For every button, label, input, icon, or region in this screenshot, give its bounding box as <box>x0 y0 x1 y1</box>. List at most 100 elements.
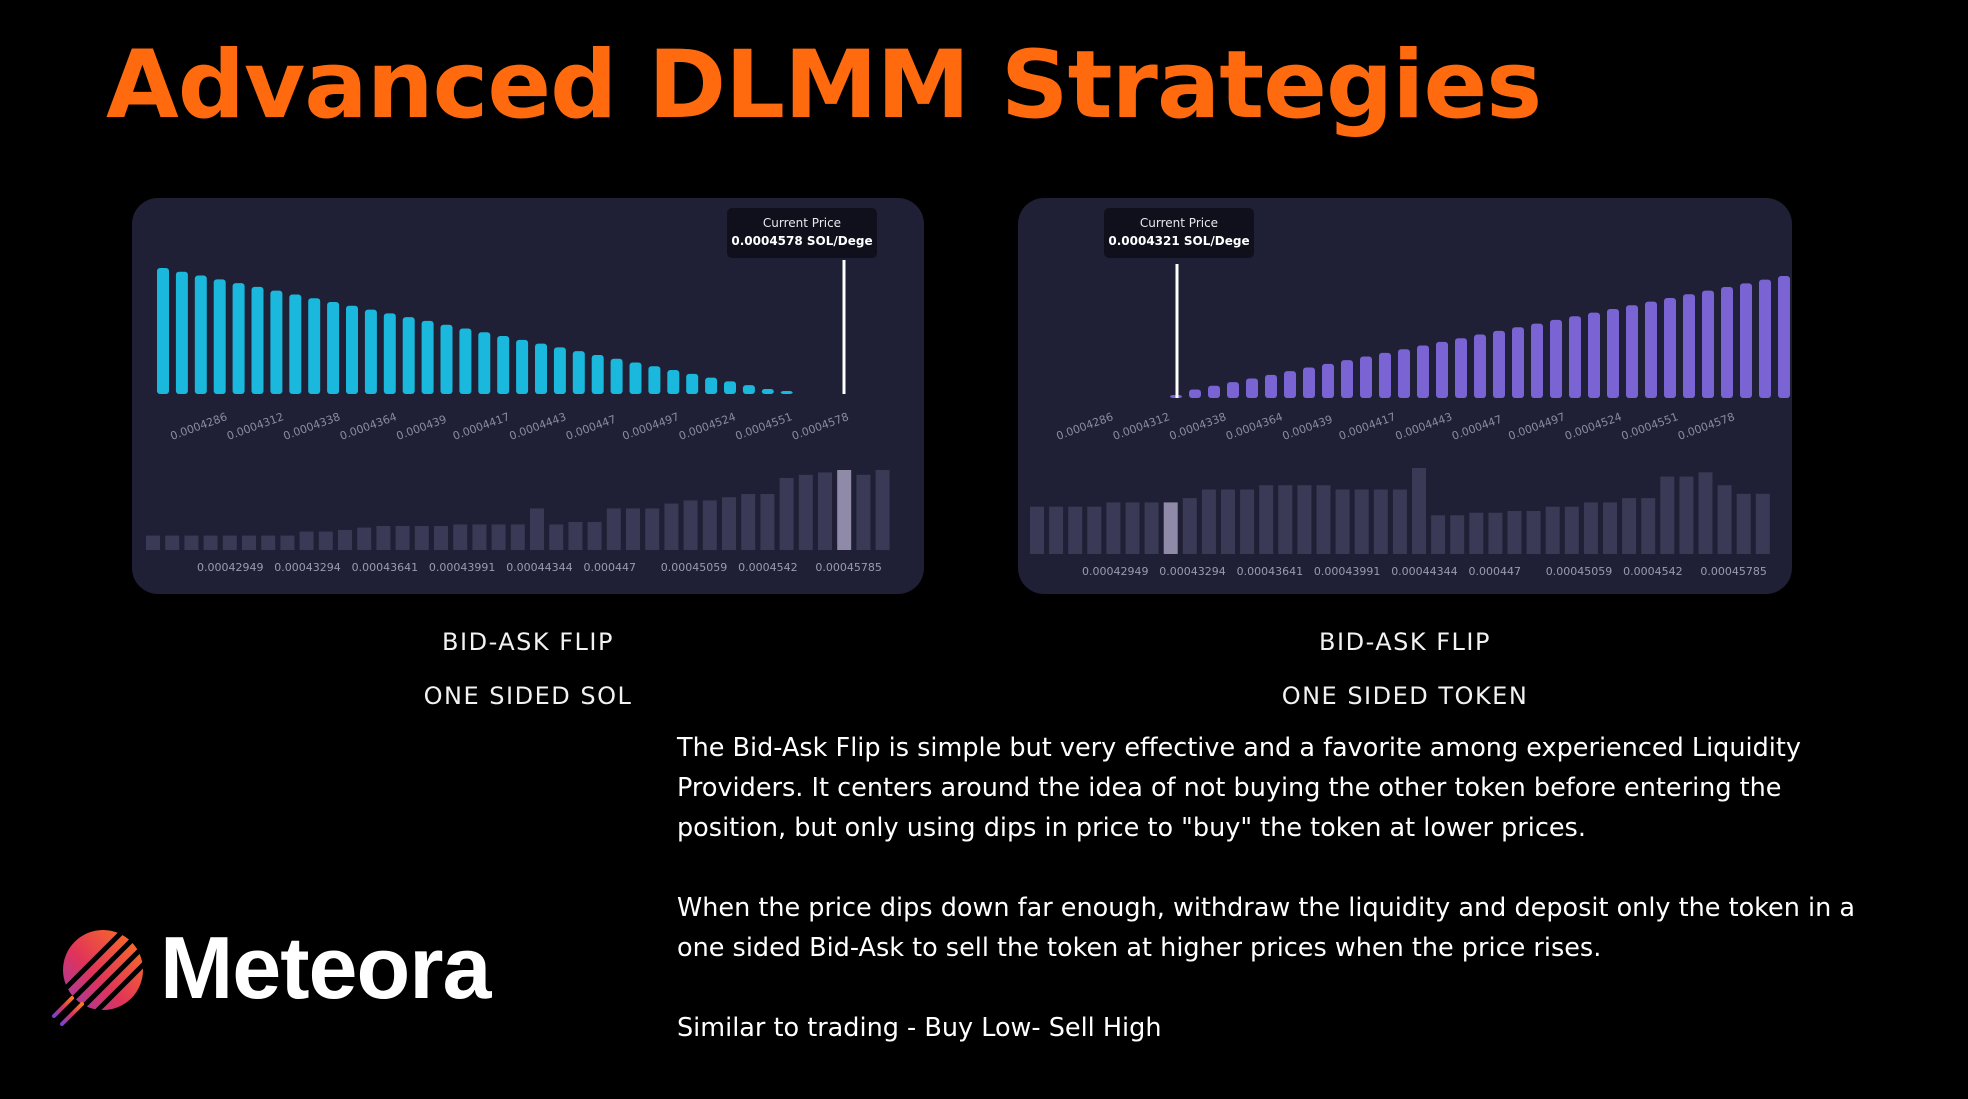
liquidity-bar <box>1474 334 1486 398</box>
volume-bar <box>1660 476 1675 554</box>
liquidity-bar <box>1322 363 1334 398</box>
volume-bar <box>184 535 199 550</box>
liquidity-bar <box>421 320 434 394</box>
liquidity-bar <box>1246 378 1258 398</box>
volume-bar <box>1583 502 1598 554</box>
volume-bar <box>1736 493 1751 554</box>
liquidity-bar <box>1607 308 1619 398</box>
liquidity-bar <box>535 343 547 394</box>
liquidity-bar <box>383 313 396 394</box>
volume-bar <box>1622 498 1637 554</box>
liquidity-bar <box>724 381 736 394</box>
price-tick-label: 0.0004551 <box>1620 410 1680 443</box>
liquidity-bar <box>1778 276 1790 398</box>
volume-bar <box>1335 489 1350 554</box>
volume-tick-label: 0.0004542 <box>738 561 798 574</box>
liquidity-bar <box>497 336 510 394</box>
page-title: Advanced DLMM Strategies <box>106 31 1542 140</box>
price-tick-label: 0.0004578 <box>790 410 850 443</box>
liquidity-bar <box>194 275 207 394</box>
volume-bar <box>683 500 698 550</box>
liquidity-bar <box>157 268 169 394</box>
volume-tick-label: 0.00043294 <box>274 561 340 574</box>
volume-bar <box>1182 498 1197 554</box>
liquidity-bar <box>1303 367 1315 398</box>
volume-bar <box>1717 485 1732 554</box>
volume-bar <box>1221 489 1235 554</box>
price-tick-label: 0.0004497 <box>1507 410 1567 443</box>
price-tick-label: 0.0004286 <box>169 410 229 443</box>
volume-bar <box>1545 506 1560 554</box>
volume-bar <box>376 526 391 550</box>
liquidity-bar <box>440 324 453 394</box>
volume-bar <box>1392 489 1407 554</box>
brand-name: Meteora <box>160 918 491 1017</box>
volume-bar <box>261 535 276 550</box>
volume-bar <box>702 500 717 550</box>
liquidity-bar <box>629 362 642 394</box>
liquidity-bar <box>1265 374 1277 398</box>
volume-bar <box>1354 489 1369 554</box>
volume-bar <box>1412 468 1426 554</box>
liquidity-bar <box>1664 297 1676 398</box>
volume-bar <box>530 508 544 550</box>
liquidity-bar <box>648 366 661 394</box>
liquidity-bar <box>591 354 604 394</box>
volume-bar <box>1278 485 1293 554</box>
volume-bar <box>1125 502 1140 554</box>
liquidity-bar <box>516 339 529 394</box>
volume-tick-label: 0.00043991 <box>429 561 495 574</box>
meteor-stripes-icon <box>52 926 143 1026</box>
price-tick-label: 0.0004551 <box>734 410 794 443</box>
price-tick-label: 0.0004417 <box>451 410 511 443</box>
description-paragraph-2: When the price dips down far enough, wit… <box>677 893 1855 963</box>
volume-bar <box>1755 493 1770 554</box>
liquidity-bar <box>1417 345 1429 398</box>
volume-bar <box>146 535 160 550</box>
volume-bar <box>280 535 295 550</box>
liquidity-bar <box>1436 341 1448 398</box>
volume-bar <box>1507 511 1522 554</box>
liquidity-bar <box>251 286 264 394</box>
volume-bar <box>357 527 372 550</box>
chart-panel-one-sided-token: Current Price 0.0004321 SOL/Dege 0.0004286… <box>1018 198 1792 594</box>
liquidity-bar <box>1493 330 1505 398</box>
price-tick-label: 0.0004524 <box>677 410 737 443</box>
liquidity-bar <box>289 294 302 394</box>
volume-tick-label: 0.0004542 <box>1623 565 1683 578</box>
volume-bar <box>1030 506 1044 554</box>
volume-bar <box>1450 515 1465 554</box>
liquidity-bar <box>478 332 491 394</box>
price-tick-label: 0.000439 <box>395 413 449 443</box>
volume-bar <box>587 522 602 550</box>
strategy-description: The Bid-Ask Flip is simple but very effe… <box>677 728 1857 1088</box>
caption-bid-ask-flip-right: BID-ASK FLIP <box>1319 628 1491 656</box>
volume-tick-label: 0.00042949 <box>197 561 263 574</box>
tooltip-value: 0.0004321 SOL/Dege <box>1108 234 1249 248</box>
volume-tick-label: 0.00042949 <box>1082 565 1148 578</box>
liquidity-bar <box>1569 316 1581 398</box>
volume-bar <box>338 530 352 550</box>
volume-bar <box>1068 506 1083 554</box>
liquidity-bar <box>553 347 566 394</box>
volume-bar <box>1297 485 1312 554</box>
volume-bar <box>1679 476 1694 554</box>
liquidity-bar <box>1379 352 1391 398</box>
volume-tick-label: 0.00045785 <box>1700 565 1766 578</box>
price-tick-label: 0.000447 <box>1450 413 1504 443</box>
price-tick-label: 0.0004312 <box>225 410 285 443</box>
volume-bar <box>510 524 525 550</box>
description-paragraph-3: Similar to trading - Buy Low- Sell High <box>677 1013 1162 1043</box>
volume-tick-label: 0.000447 <box>584 561 637 574</box>
liquidity-bar <box>572 351 585 394</box>
liquidity-chart-one-sided-token: Current Price 0.0004321 SOL/Dege 0.0004286… <box>1030 208 1790 578</box>
current-price-tooltip <box>727 208 877 258</box>
volume-bar <box>165 535 180 550</box>
volume-bar <box>1259 485 1274 554</box>
liquidity-bar <box>705 377 718 394</box>
liquidity-bar <box>1721 286 1733 398</box>
volume-bar <box>760 494 775 550</box>
volume-tick-label: 0.00043294 <box>1159 565 1225 578</box>
current-price-tooltip <box>1104 208 1254 258</box>
liquidity-bar <box>1512 327 1524 398</box>
